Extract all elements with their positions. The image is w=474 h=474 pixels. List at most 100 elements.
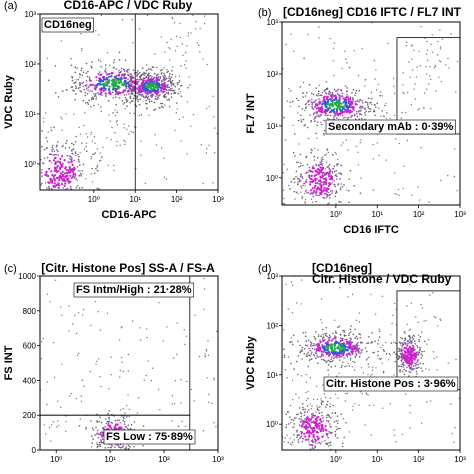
event-dot xyxy=(85,178,87,180)
event-dot xyxy=(334,185,336,188)
event-dot xyxy=(370,98,373,100)
event-dot xyxy=(169,106,171,108)
event-dot xyxy=(45,171,48,174)
event-dot xyxy=(304,331,307,334)
event-dot xyxy=(75,178,77,180)
event-dot xyxy=(334,336,336,339)
event-dot xyxy=(168,47,170,49)
event-dot xyxy=(454,148,456,150)
event-dot xyxy=(78,174,81,177)
event-dot xyxy=(87,70,89,73)
y-tick-label: 200 xyxy=(23,411,37,420)
event-dot xyxy=(378,107,380,109)
event-dot xyxy=(317,362,319,365)
event-dot xyxy=(403,368,405,371)
event-dot xyxy=(298,105,300,108)
event-dot xyxy=(141,90,144,93)
event-dot xyxy=(213,377,215,379)
event-dot xyxy=(330,95,333,98)
event-dot xyxy=(398,194,400,197)
event-dot xyxy=(349,331,352,333)
event-dot xyxy=(64,147,67,149)
event-dot xyxy=(81,314,84,316)
event-dot xyxy=(324,114,327,116)
event-dot xyxy=(86,136,89,138)
event-dot xyxy=(99,432,102,434)
event-dot xyxy=(42,117,45,120)
event-dot xyxy=(60,116,62,119)
x-axis-label: CD16 IFTC xyxy=(343,224,399,236)
event-dot xyxy=(178,426,180,428)
event-dot xyxy=(425,319,427,322)
event-dot xyxy=(289,90,292,92)
event-dot xyxy=(124,85,128,88)
event-dot xyxy=(46,403,48,406)
event-dot xyxy=(113,75,116,79)
event-dot xyxy=(415,363,418,366)
event-dot xyxy=(166,71,168,74)
event-dot xyxy=(420,357,423,359)
event-dot xyxy=(308,443,311,446)
event-dot xyxy=(184,51,187,54)
event-dot xyxy=(393,114,396,117)
event-dot xyxy=(325,177,328,180)
event-dot xyxy=(346,355,349,358)
event-dot xyxy=(320,185,323,188)
event-dot xyxy=(347,346,350,349)
event-dot xyxy=(174,89,176,92)
event-dot xyxy=(153,80,156,83)
event-dot xyxy=(57,96,60,98)
event-dot xyxy=(307,171,309,174)
event-dot xyxy=(51,179,54,182)
event-dot xyxy=(179,22,181,25)
event-dot xyxy=(415,351,418,354)
event-dot xyxy=(341,92,344,95)
event-dot xyxy=(285,424,288,426)
event-dot xyxy=(341,352,344,356)
y-axis-label: FS INT xyxy=(3,345,15,380)
event-dot xyxy=(450,403,452,405)
event-dot xyxy=(299,344,301,347)
event-dot xyxy=(364,85,366,87)
event-dot xyxy=(385,102,387,105)
event-dot xyxy=(85,62,88,65)
event-dot xyxy=(46,140,49,143)
event-dot xyxy=(148,101,151,103)
event-dot xyxy=(302,164,304,167)
event-dot xyxy=(93,93,95,95)
event-dot xyxy=(66,172,69,175)
event-dot xyxy=(54,161,57,164)
event-dot xyxy=(401,358,403,361)
event-dot xyxy=(398,347,400,350)
event-dot xyxy=(170,92,172,95)
event-dot xyxy=(329,403,331,405)
event-dot xyxy=(99,445,102,448)
event-dot xyxy=(297,439,300,441)
event-dot xyxy=(125,426,128,428)
event-dot xyxy=(320,403,323,406)
event-dot xyxy=(392,314,394,317)
event-dot xyxy=(337,88,339,91)
event-dot xyxy=(338,96,341,99)
event-dot xyxy=(53,150,56,153)
event-dot xyxy=(337,326,339,329)
event-dot xyxy=(378,357,380,360)
event-dot xyxy=(295,360,298,363)
event-dot xyxy=(393,351,396,354)
event-dot xyxy=(106,77,109,81)
event-dot xyxy=(148,99,151,101)
event-dot xyxy=(393,434,396,436)
event-dot xyxy=(118,73,120,75)
event-dot xyxy=(369,110,372,113)
event-dot xyxy=(304,427,307,430)
event-dot xyxy=(105,68,107,70)
event-dot xyxy=(328,164,331,166)
event-dot xyxy=(414,98,417,100)
event-dot xyxy=(361,342,364,344)
event-dot xyxy=(403,355,406,358)
event-dot xyxy=(90,158,93,160)
event-dot xyxy=(308,176,311,179)
event-dot xyxy=(323,435,325,437)
event-dot xyxy=(290,180,293,183)
event-dot xyxy=(312,201,314,203)
